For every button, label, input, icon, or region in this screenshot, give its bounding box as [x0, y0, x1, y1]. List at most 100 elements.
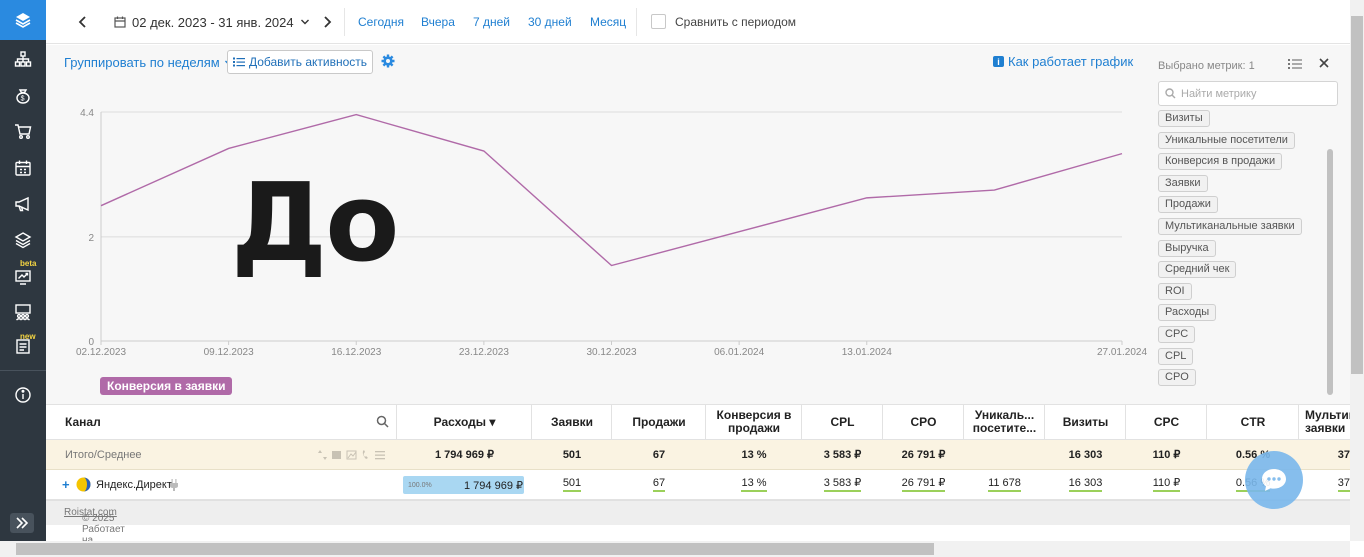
total-spend: 1 794 969 ₽ — [435, 449, 494, 461]
date-range-picker[interactable]: 02 дек. 2023 - 31 янв. 2024 — [114, 13, 310, 31]
column-divider — [531, 404, 532, 440]
period-7-days[interactable]: 7 дней — [473, 15, 511, 29]
metric-chip[interactable]: ROI — [1158, 282, 1192, 300]
row-leads[interactable]: 501 — [562, 477, 582, 492]
chevron-down-icon — [300, 19, 309, 25]
horizontal-scrollbar-thumb[interactable] — [16, 543, 934, 555]
column-header-spend[interactable]: Расходы ▾ — [433, 414, 496, 429]
metric-chip[interactable]: Конверсия в продажи — [1158, 153, 1283, 171]
row-multichannel-leads[interactable]: 37 — [1337, 477, 1350, 492]
metric-chip[interactable]: CPL — [1158, 347, 1194, 365]
footer-link[interactable]: Roistat.com — [64, 507, 117, 518]
row-conversion[interactable]: 13 % — [741, 477, 767, 492]
metric-chip[interactable]: Заявки — [1158, 174, 1208, 192]
vertical-scrollbar-thumb[interactable] — [1351, 16, 1363, 374]
period-month[interactable]: Месяц — [590, 15, 627, 29]
how-chart-works-label: Как работает график — [1008, 54, 1134, 69]
metric-chip[interactable]: Визиты — [1158, 110, 1210, 127]
period-30-days[interactable]: 30 дней — [528, 15, 572, 29]
search-icon — [1165, 88, 1176, 99]
list-view-icon[interactable] — [1288, 58, 1302, 70]
total-visits: 16 303 — [1068, 448, 1103, 461]
cart-icon[interactable] — [0, 113, 46, 149]
metric-chip[interactable]: CPO — [1158, 369, 1196, 387]
row-visits[interactable]: 16 303 — [1068, 477, 1103, 492]
column-divider — [801, 404, 802, 440]
column-header-conversion[interactable]: Конверсия в продажи — [716, 408, 792, 435]
row-cpc[interactable]: 110 ₽ — [1152, 477, 1181, 492]
money-bag-icon[interactable]: $ — [0, 78, 46, 114]
metric-chip[interactable]: CPC — [1158, 326, 1196, 343]
total-label: Итого/Среднее — [65, 448, 142, 461]
gear-icon[interactable] — [381, 54, 395, 71]
megaphone-icon[interactable] — [0, 186, 46, 222]
row-unique-visitors[interactable]: 11 678 — [988, 477, 1021, 492]
sidebar: $ beta new — [0, 0, 46, 557]
info-icon[interactable] — [0, 377, 46, 413]
search-icon[interactable] — [376, 415, 389, 428]
metric-chip[interactable]: Расходы — [1158, 304, 1217, 322]
metric-search-field[interactable] — [1158, 81, 1338, 106]
footer-text: © 2025 Работает на технологии Roistat.co… — [64, 507, 134, 557]
column-divider — [882, 404, 883, 440]
column-header-visits[interactable]: Визиты — [1062, 414, 1109, 429]
beta-badge: beta — [20, 259, 37, 268]
column-header-channel[interactable]: Канал — [65, 414, 101, 429]
metric-list-scrollbar[interactable] — [1327, 149, 1333, 395]
calendar-small-icon — [114, 16, 126, 28]
metric-chip[interactable]: Продажи — [1158, 196, 1218, 214]
column-header-ctr[interactable]: CTR — [1240, 414, 1266, 429]
prev-period-icon[interactable] — [73, 12, 93, 32]
row-sales[interactable]: 67 — [652, 477, 666, 492]
metric-chip[interactable]: Мультиканальные заявки — [1158, 218, 1302, 235]
compare-checkbox[interactable] — [651, 14, 666, 29]
layers-icon[interactable] — [0, 222, 46, 258]
column-header-leads[interactable]: Заявки — [551, 414, 593, 429]
x-tick-label: 23.12.2023 — [459, 347, 509, 358]
form-list-icon[interactable] — [0, 328, 46, 364]
next-period-icon[interactable] — [317, 12, 337, 32]
spend-share-bar — [403, 476, 524, 494]
channel-name[interactable]: Яндекс.Директ — [96, 478, 172, 491]
series-legend-tag[interactable]: Конверсия в заявки — [100, 377, 233, 395]
x-tick-label: 30.12.2023 — [586, 347, 636, 358]
row-cpl[interactable]: 3 583 ₽ — [823, 477, 862, 492]
close-icon[interactable] — [1318, 57, 1330, 69]
expand-sidebar-icon[interactable] — [10, 513, 34, 533]
info-icon: i — [993, 56, 1004, 67]
y-tick-label: 0 — [88, 337, 94, 348]
report-growth-icon[interactable] — [0, 258, 46, 294]
calendar-icon[interactable] — [0, 150, 46, 186]
add-activity-label: Добавить активность — [248, 55, 368, 69]
period-today[interactable]: Сегодня — [358, 15, 404, 29]
row-cpo[interactable]: 26 791 ₽ — [901, 477, 946, 492]
column-header-multichannel-leads[interactable]: Мультик... заявки — [1305, 408, 1364, 435]
table-row[interactable]: + Яндекс.Директ 100.0% 1 794 969 ₽ 501 6… — [46, 470, 1350, 500]
expand-row-button[interactable]: + — [62, 477, 70, 492]
metric-chip[interactable]: Средний чек — [1158, 261, 1237, 279]
row-spend[interactable]: 1 794 969 ₽ — [464, 479, 523, 492]
horizontal-scrollbar[interactable] — [0, 541, 1350, 557]
sitemap-icon[interactable] — [0, 41, 46, 77]
metric-chip[interactable]: Выручка — [1158, 239, 1216, 257]
x-tick-label: 09.12.2023 — [204, 347, 254, 358]
metrics-selected-count: Выбрано метрик: 1 — [1158, 60, 1255, 72]
logo-icon[interactable] — [0, 0, 46, 40]
compare-period-toggle[interactable]: Сравнить с периодом — [651, 14, 796, 29]
column-header-sales[interactable]: Продажи — [632, 414, 686, 429]
column-header-cpl[interactable]: CPL — [830, 414, 855, 429]
period-yesterday[interactable]: Вчера — [421, 15, 455, 29]
vertical-scrollbar[interactable] — [1350, 0, 1364, 541]
metric-search-input[interactable] — [1181, 87, 1331, 100]
metric-chip[interactable]: Уникальные посетители — [1158, 131, 1295, 149]
column-header-unique-visitors[interactable]: Уникаль... посетите... — [972, 408, 1037, 435]
total-cpc: 110 ₽ — [1152, 449, 1181, 461]
column-header-cpo[interactable]: CPO — [910, 414, 937, 429]
how-chart-works-link[interactable]: i Как работает график — [993, 54, 1133, 69]
presentation-users-icon[interactable] — [0, 294, 46, 330]
add-activity-button[interactable]: Добавить активность — [227, 50, 373, 74]
column-header-cpc[interactable]: CPC — [1153, 414, 1180, 429]
row-action-icons[interactable] — [317, 449, 389, 461]
series-line — [100, 113, 1123, 267]
chat-widget-button[interactable] — [1245, 451, 1303, 509]
